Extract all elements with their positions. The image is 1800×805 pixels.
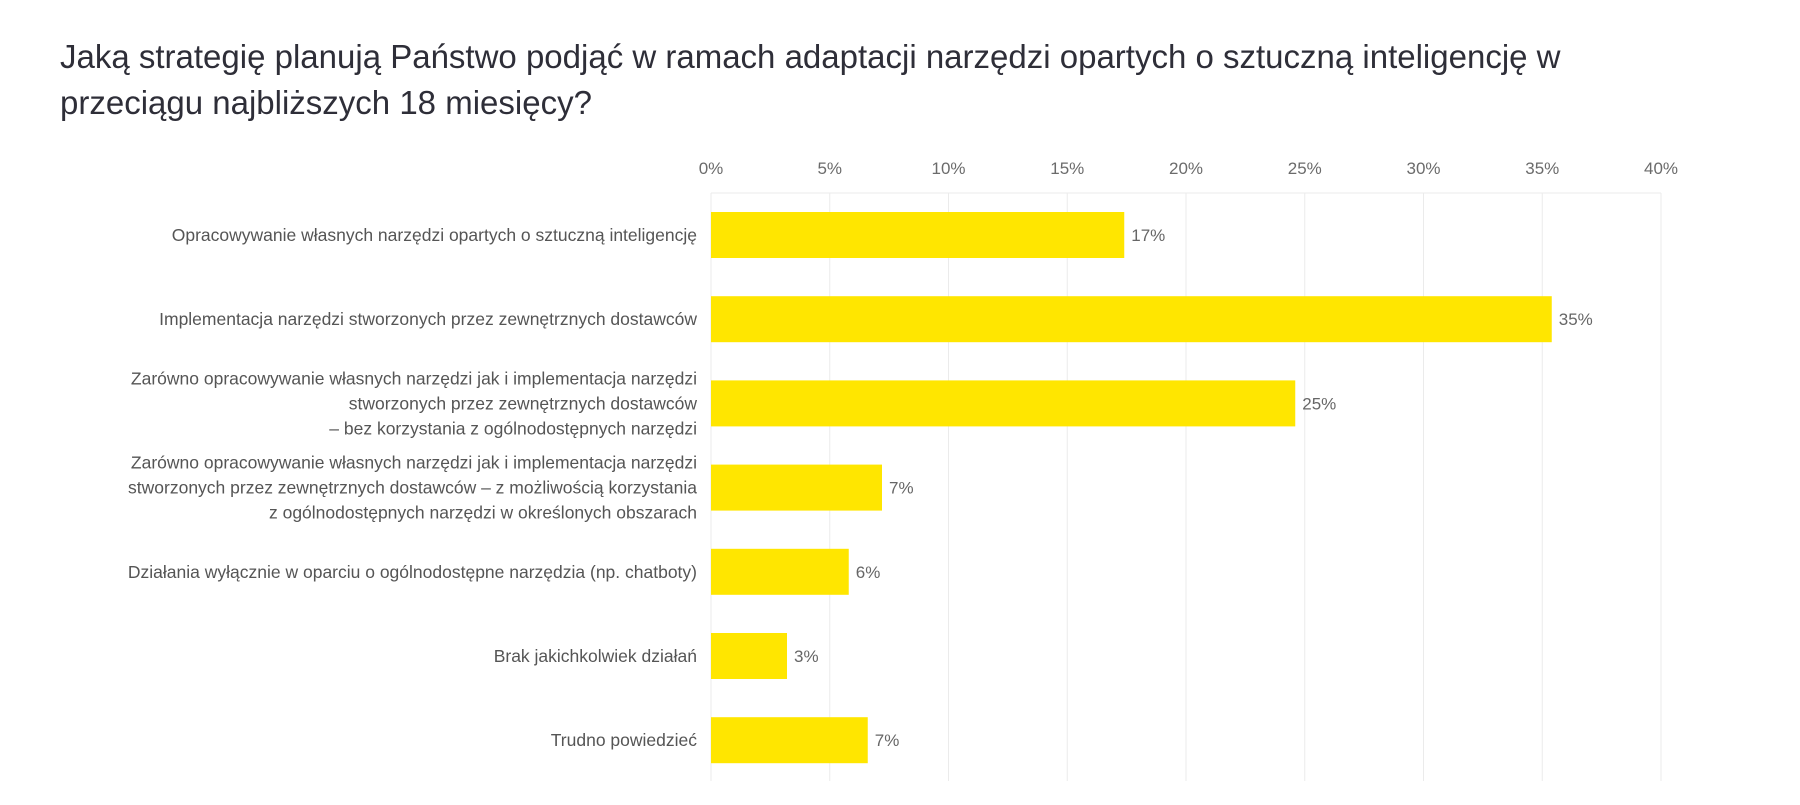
bar bbox=[711, 212, 1125, 258]
data-label: 6% bbox=[856, 563, 881, 582]
category-label: stworzonych przez zewnętrznych dostawców bbox=[349, 393, 698, 413]
data-label: 17% bbox=[1131, 226, 1165, 245]
x-tick-label: 0% bbox=[699, 159, 724, 178]
x-tick-label: 20% bbox=[1169, 159, 1203, 178]
data-label: 7% bbox=[889, 479, 914, 498]
category-label: Opracowywanie własnych narzędzi opartych… bbox=[172, 225, 697, 245]
x-tick-label: 15% bbox=[1050, 159, 1084, 178]
x-tick-label: 5% bbox=[817, 159, 842, 178]
category-label: z ogólnodostępnych narzędzi w określonyc… bbox=[269, 503, 697, 523]
category-label: Implementacja narzędzi stworzonych przez… bbox=[159, 309, 697, 329]
chart-title: Jaką strategię planują Państwo podjąć w … bbox=[60, 38, 1561, 121]
category-label: Brak jakichkolwiek działań bbox=[494, 646, 697, 666]
category-label: stworzonych przez zewnętrznych dostawców… bbox=[128, 478, 697, 498]
data-label: 7% bbox=[875, 731, 900, 750]
bar bbox=[711, 296, 1552, 343]
bar bbox=[711, 717, 868, 764]
category-label: – bez korzystania z ogólnodostępnych nar… bbox=[329, 418, 697, 438]
x-tick-label: 40% bbox=[1644, 159, 1678, 178]
category-label: Zarówno opracowywanie własnych narzędzi … bbox=[131, 368, 697, 388]
category-label: Zarówno opracowywanie własnych narzędzi … bbox=[131, 453, 697, 473]
bar bbox=[711, 380, 1296, 427]
category-label: Trudno powiedzieć bbox=[551, 730, 697, 750]
x-tick-label: 25% bbox=[1288, 159, 1322, 178]
bar bbox=[711, 464, 882, 511]
category-label: Działania wyłącznie w oparciu o ogólnodo… bbox=[128, 562, 697, 582]
x-tick-label: 10% bbox=[931, 159, 965, 178]
bar bbox=[711, 633, 787, 679]
x-tick-label: 30% bbox=[1406, 159, 1440, 178]
x-tick-label: 35% bbox=[1525, 159, 1559, 178]
bar bbox=[711, 548, 849, 595]
data-label: 35% bbox=[1559, 310, 1593, 329]
data-label: 25% bbox=[1302, 394, 1336, 413]
data-label: 3% bbox=[794, 647, 819, 666]
